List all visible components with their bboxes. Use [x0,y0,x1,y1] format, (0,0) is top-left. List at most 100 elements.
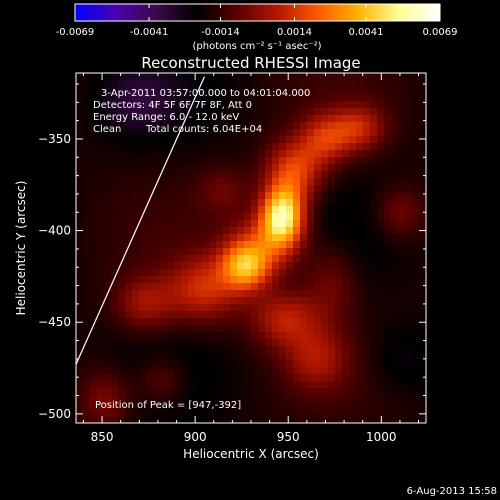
heatmap-pixel [321,339,329,347]
heatmap-pixel [125,129,133,137]
heatmap-pixel [118,136,126,144]
heatmap-pixel [104,220,112,228]
heatmap-pixel [146,353,154,361]
heatmap-pixel [335,115,343,123]
heatmap-pixel [384,115,392,123]
heatmap-pixel [118,129,126,137]
heatmap-pixel [300,150,308,158]
heatmap-pixel [265,143,273,151]
heatmap-pixel [118,374,126,382]
heatmap-pixel [209,262,217,270]
heatmap-pixel [398,290,406,298]
heatmap-pixel [209,248,217,256]
heatmap-pixel [335,388,343,396]
heatmap-pixel [391,234,399,242]
heatmap-pixel [125,73,133,81]
heatmap-pixel [293,409,301,417]
heatmap-pixel [405,402,413,410]
heatmap-pixel [216,115,224,123]
heatmap-pixel [398,101,406,109]
heatmap-pixel [356,80,364,88]
heatmap-pixel [132,360,140,368]
heatmap-pixel [328,199,336,207]
heatmap-pixel [335,241,343,249]
heatmap-pixel [97,150,105,158]
heatmap-pixel [405,171,413,179]
heatmap-pixel [76,318,84,326]
heatmap-pixel [412,213,420,221]
heatmap-pixel [391,136,399,144]
heatmap-pixel [181,290,189,298]
heatmap-pixel [335,297,343,305]
heatmap-pixel [209,80,217,88]
heatmap-pixel [258,332,266,340]
heatmap-pixel [244,409,252,417]
heatmap-pixel [258,73,266,81]
heatmap-pixel [188,346,196,354]
heatmap-pixel [412,318,420,326]
heatmap-pixel [90,136,98,144]
heatmap-pixel [412,178,420,186]
heatmap-pixel [139,157,147,165]
x-tick-label: 900 [184,430,207,444]
heatmap-pixel [321,206,329,214]
heatmap-pixel [90,255,98,263]
heatmap-pixel [419,276,426,284]
heatmap-pixel [174,206,182,214]
heatmap-pixel [335,164,343,172]
heatmap-pixel [174,325,182,333]
heatmap-pixel [258,388,266,396]
heatmap-pixel [125,304,133,312]
heatmap-pixel [286,290,294,298]
heatmap-pixel [209,87,217,95]
heatmap-pixel [181,234,189,242]
heatmap-pixel [216,122,224,130]
heatmap-pixel [384,185,392,193]
heatmap-pixel [76,87,84,95]
heatmap-pixel [300,129,308,137]
heatmap-pixel [244,227,252,235]
heatmap-pixel [209,129,217,137]
heatmap-pixel [244,241,252,249]
heatmap-pixel [83,248,91,256]
heatmap-pixel [258,185,266,193]
heatmap-pixel [405,297,413,305]
heatmap-pixel [202,213,210,221]
heatmap-pixel [412,269,420,277]
heatmap-pixel [237,94,245,102]
heatmap-pixel [279,353,287,361]
heatmap-pixel [181,87,189,95]
heatmap-pixel [370,374,378,382]
heatmap-pixel [342,318,350,326]
heatmap-pixel [405,304,413,312]
heatmap-pixel [230,178,238,186]
heatmap-pixel [195,290,203,298]
heatmap-pixel [258,199,266,207]
heatmap-pixel [230,290,238,298]
heatmap-pixel [125,255,133,263]
heatmap-pixel [419,339,426,347]
heatmap-pixel [384,220,392,228]
heatmap-pixel [370,164,378,172]
heatmap-pixel [321,269,329,277]
heatmap-pixel [293,108,301,116]
heatmap-pixel [125,262,133,270]
heatmap-pixel [104,262,112,270]
heatmap-pixel [363,311,371,319]
heatmap-pixel [237,241,245,249]
heatmap-pixel [76,311,84,319]
heatmap-pixel [83,94,91,102]
heatmap-pixel [90,122,98,130]
heatmap-pixel [174,94,182,102]
heatmap-pixel [202,325,210,333]
heatmap-pixel [104,248,112,256]
heatmap-pixel [363,416,371,423]
heatmap-pixel [412,374,420,382]
heatmap-pixel [412,353,420,361]
heatmap-pixel [363,262,371,270]
heatmap-pixel [181,171,189,179]
heatmap-pixel [111,94,119,102]
heatmap-pixel [118,290,126,298]
heatmap-pixel [83,318,91,326]
heatmap-pixel [314,185,322,193]
